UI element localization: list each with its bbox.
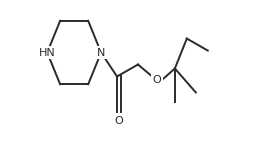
Text: N: N xyxy=(97,48,105,58)
Text: O: O xyxy=(152,75,161,85)
Text: O: O xyxy=(115,116,123,126)
Text: HN: HN xyxy=(39,48,56,58)
